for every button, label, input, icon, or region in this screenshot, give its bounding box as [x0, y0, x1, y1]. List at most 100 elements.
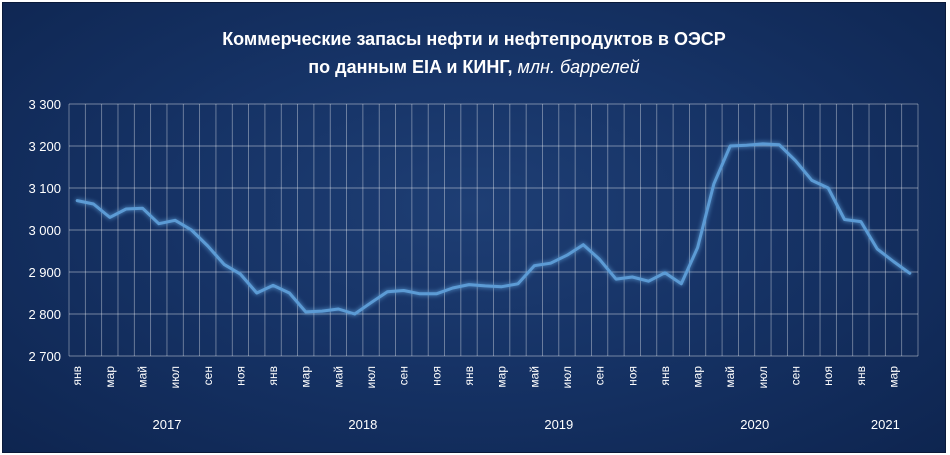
x-tick-label: май [527, 366, 541, 388]
data-point [419, 293, 421, 295]
year-label: 2021 [871, 417, 900, 432]
data-point [402, 289, 405, 292]
x-tick-label: мар [299, 366, 313, 388]
data-point [272, 284, 274, 287]
x-tick-label: мар [103, 366, 117, 388]
data-point [255, 292, 258, 294]
x-tick-label: июл [756, 366, 770, 388]
data-point [729, 145, 732, 147]
chart-title-line1: Коммерческие запасы нефти и нефтепродукт… [222, 29, 726, 49]
year-labels: 2017 2018 2019 2020 2021 [153, 417, 900, 432]
series-line [75, 142, 912, 316]
year-label: 2018 [348, 417, 377, 432]
x-tick-label: сен [789, 366, 803, 385]
x-tick-label: янв [854, 366, 868, 386]
data-point [451, 287, 454, 289]
y-axis: 2 700 2 800 2 900 3 000 3 100 3 200 3 300 [28, 97, 61, 364]
y-tick-label: 3 200 [28, 139, 61, 154]
data-point [582, 243, 585, 246]
y-tick-label: 2 900 [28, 265, 61, 280]
data-point [304, 311, 307, 313]
data-point [860, 220, 862, 223]
year-label: 2017 [153, 417, 182, 432]
x-tick-label: мар [691, 366, 705, 388]
x-axis: янв мар май июл сен ноя янв мар май июл сен ноя янв м… [70, 366, 900, 389]
x-tick-label: ноя [429, 366, 443, 386]
year-label: 2019 [544, 417, 573, 432]
data-point [827, 187, 830, 189]
y-tick-label: 2 700 [28, 349, 61, 364]
data-point [811, 179, 813, 182]
y-tick-label: 3 300 [28, 97, 61, 112]
data-point [76, 199, 78, 202]
x-tick-label: мар [887, 366, 901, 388]
data-point [109, 216, 111, 219]
data-point [615, 278, 617, 280]
x-tick-label: янв [462, 366, 476, 386]
y-tick-label: 3 000 [28, 223, 61, 238]
x-tick-label: июл [364, 366, 378, 388]
data-series [75, 142, 912, 316]
x-tick-label: мар [495, 366, 509, 388]
data-point [141, 207, 144, 209]
x-tick-label: май [135, 366, 149, 388]
data-point [647, 280, 650, 283]
data-point [778, 143, 781, 146]
data-point [876, 248, 878, 250]
chart-title: Коммерческие запасы нефти и нефтепродукт… [3, 25, 945, 81]
data-point [909, 272, 911, 275]
chart-title-unit: млн. баррелей [517, 57, 640, 77]
data-point [157, 222, 160, 225]
data-point [190, 229, 193, 231]
x-tick-label: сен [397, 366, 411, 385]
data-point [321, 310, 323, 312]
x-tick-label: янв [658, 366, 672, 386]
x-tick-label: май [331, 366, 345, 388]
data-point [353, 313, 356, 315]
data-point [435, 293, 438, 295]
data-point [174, 219, 176, 222]
x-tick-label: июл [168, 366, 182, 388]
data-point [337, 308, 340, 310]
data-point [892, 260, 895, 263]
data-point [794, 159, 797, 162]
data-point [206, 245, 209, 247]
x-tick-label: ноя [821, 366, 835, 386]
data-point [631, 276, 634, 278]
data-point [680, 282, 683, 285]
data-point [713, 183, 715, 185]
data-point [566, 254, 568, 256]
data-point [223, 263, 225, 266]
data-point [664, 272, 666, 274]
data-point [484, 285, 487, 287]
y-tick-label: 2 800 [28, 307, 61, 322]
data-point [468, 283, 470, 286]
data-point [92, 203, 95, 205]
data-point [598, 258, 601, 261]
data-point [517, 282, 519, 285]
y-tick-label: 3 100 [28, 181, 61, 196]
data-point [696, 246, 699, 249]
data-point [500, 285, 503, 288]
data-point [386, 290, 389, 293]
grid-lines [68, 103, 919, 357]
chart-title-line2: по данным EIA и КИНГ, млн. баррелей [3, 53, 945, 81]
data-point [125, 208, 127, 210]
x-tick-label: июл [560, 366, 574, 388]
data-point [533, 264, 536, 267]
x-tick-label: сен [201, 366, 215, 385]
data-point [843, 218, 846, 221]
x-tick-label: янв [266, 366, 280, 386]
x-tick-label: янв [70, 366, 84, 386]
data-point [762, 143, 764, 145]
chart-title-line2-text: по данным EIA и КИНГ, [308, 57, 513, 77]
data-point [549, 262, 552, 264]
data-point [288, 292, 291, 294]
data-point [745, 144, 748, 146]
x-tick-label: май [723, 366, 737, 388]
data-point [370, 301, 372, 304]
x-tick-label: сен [593, 366, 607, 385]
year-label: 2020 [740, 417, 769, 432]
